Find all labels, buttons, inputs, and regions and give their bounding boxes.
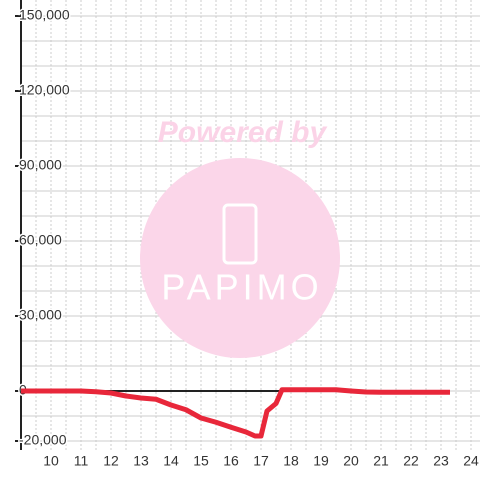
x-tick-label: 17 [253,453,269,469]
x-tick-label: 24 [463,453,479,469]
x-tick-label: 10 [43,453,59,469]
watermark-icon [222,203,258,265]
watermark-text: Powered by [158,116,328,149]
x-tick-label: 23 [433,453,449,469]
x-tick-label: 11 [74,453,89,469]
y-tick-label: 30,000 [19,307,62,323]
y-tick-label: 120,000 [19,82,70,98]
y-tick-label: -20,000 [19,432,67,448]
x-tick-label: 15 [193,453,209,469]
x-tick-label: 22 [403,453,419,469]
x-tick-label: 21 [373,453,389,469]
watermark: Powered by PAPIMO [140,116,340,358]
x-tick-label: 19 [313,453,329,469]
x-tick-label: 12 [103,453,119,469]
x-tick-label: 18 [283,453,299,469]
x-tick-label: 16 [223,453,239,469]
y-tick-label: 150,000 [19,7,70,23]
x-tick-label: 20 [343,453,359,469]
y-tick-label: 90,000 [19,157,62,173]
watermark-circle [140,158,340,358]
data-line [21,387,450,439]
x-tick-label: 13 [133,453,149,469]
x-tick-label: 14 [163,453,179,469]
watermark-logo: PAPIMO [161,267,322,308]
y-tick-label: 60,000 [19,232,62,248]
